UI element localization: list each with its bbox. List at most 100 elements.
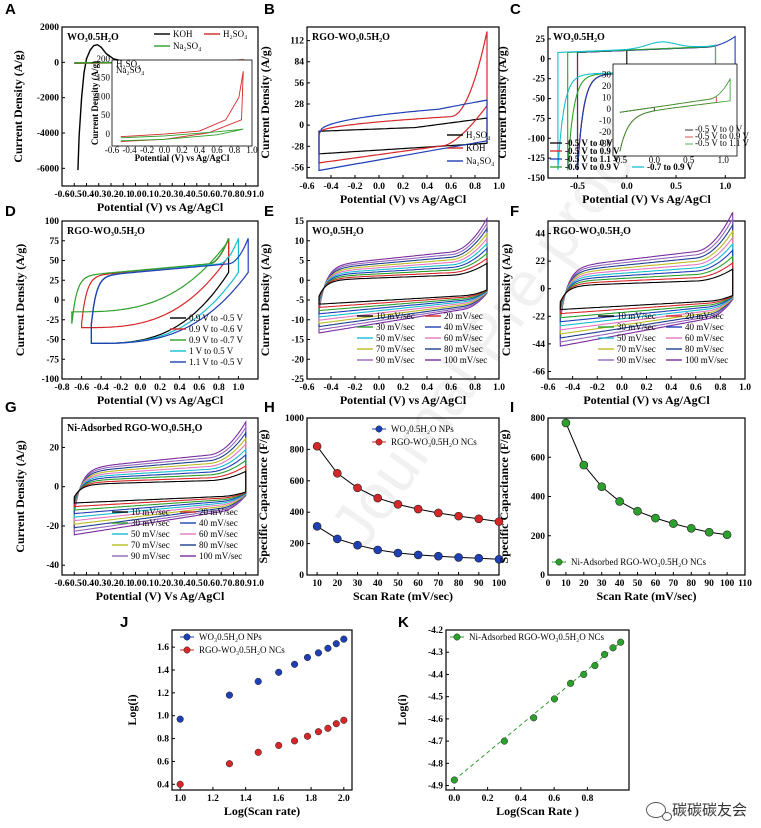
data-point bbox=[312, 522, 322, 531]
series-ni-rgo-wo3 bbox=[561, 418, 732, 540]
data-point bbox=[450, 776, 458, 784]
x-tick-label: 0.0 bbox=[373, 383, 385, 393]
legend: 10 mV/sec 20 mV/sec 30 mV/sec 40 mV/sec 50 m… bbox=[357, 311, 487, 365]
y-tick-label: 50 bbox=[50, 257, 60, 267]
data-point bbox=[561, 418, 571, 428]
data-point bbox=[393, 548, 403, 558]
legend-label: 10 mV/sec bbox=[617, 311, 656, 321]
series-wo3 bbox=[312, 522, 504, 564]
legend-label: -0.5 V to 0.9 V bbox=[565, 146, 620, 156]
legend-label: 50 mV/sec bbox=[131, 529, 170, 539]
x-tick-label: 80 bbox=[454, 579, 464, 589]
y-axis-label: Current Density (A/g) bbox=[499, 244, 513, 356]
series-group bbox=[73, 419, 247, 536]
x-axis-label: Potential (V) Vs Ag/AgCl bbox=[96, 589, 225, 603]
legend-label: Na₂SO₄ bbox=[466, 156, 494, 166]
data-point bbox=[669, 519, 678, 528]
y-tick-label: -50 bbox=[532, 95, 545, 105]
x-tick-label: 30 bbox=[353, 579, 363, 589]
legend-label: 50 mV/sec bbox=[376, 333, 415, 343]
data-point bbox=[434, 551, 443, 561]
x-tick-label: -0.6 bbox=[54, 190, 69, 200]
y-tick-label: -4.9 bbox=[428, 782, 443, 792]
y-tick-label: -150 bbox=[528, 174, 546, 184]
data-point bbox=[434, 508, 443, 518]
x-tick-label: 0.0 bbox=[130, 190, 142, 200]
x-tick-label: 0.3 bbox=[166, 190, 178, 200]
x-tick-label: 20 bbox=[333, 579, 343, 589]
legend-label: KOH bbox=[173, 29, 193, 39]
y-tick-label: 0 bbox=[540, 571, 545, 581]
data-point bbox=[494, 554, 504, 564]
x-axis-label: Potential (V) Vs Ag/AgCl bbox=[582, 192, 711, 206]
inset-y-tick-label: 50 bbox=[101, 110, 111, 120]
axes-frame bbox=[547, 26, 746, 179]
x-tick-label: 0.3 bbox=[166, 579, 178, 589]
panel-b: -0.6 -0.4 -0.2 0.0 0.2 0.4 0.6 0.8 1.0 -56 -28 0 28 5… bbox=[258, 1, 505, 206]
inset-y-tick-label: 20 bbox=[602, 81, 612, 91]
data-point bbox=[225, 691, 233, 699]
watermark-text: 碳碳碳友会 bbox=[671, 801, 747, 819]
x-tick-label: -0.6 bbox=[540, 383, 555, 393]
panel-i: 0 10 20 30 40 50 60 70 80 90 100 110 0 200 400 600 800 Sc… bbox=[497, 399, 752, 603]
panel-title: WO₃0.5H₂O bbox=[312, 226, 364, 237]
inset-series-na2so4 bbox=[120, 128, 244, 142]
panel-letter: D bbox=[5, 203, 16, 220]
series-rgo-wo3 bbox=[176, 716, 348, 788]
y-tick-label: -15 bbox=[291, 336, 304, 346]
x-tick-label: 0.0 bbox=[130, 579, 142, 589]
data-point bbox=[324, 724, 332, 732]
data-point bbox=[686, 523, 696, 533]
series-line bbox=[316, 525, 500, 560]
data-point bbox=[615, 497, 624, 506]
legend-marker bbox=[555, 558, 563, 566]
data-point bbox=[651, 513, 660, 523]
y-tick-label: 1.0 bbox=[157, 712, 169, 722]
y-tick-label: 44 bbox=[536, 230, 546, 240]
y-axis-label: Current Density (A/g) bbox=[495, 46, 509, 158]
y-tick-label: 56 bbox=[295, 79, 305, 89]
data-point bbox=[291, 737, 299, 745]
y-tick-label: 0 bbox=[299, 276, 304, 286]
inset-x-tick-label: 0.5 bbox=[683, 155, 695, 165]
y-tick-label: 25 bbox=[536, 35, 546, 45]
data-point bbox=[333, 468, 342, 478]
x-tick-label: 0.6 bbox=[445, 383, 457, 393]
y-axis-label: Specific Capacitance (F/g) bbox=[497, 430, 511, 564]
x-tick-label: 30 bbox=[597, 579, 607, 589]
wechat-icon bbox=[645, 801, 672, 821]
y-tick-label: -125 bbox=[528, 154, 546, 164]
panel-g: -0.6-0.5-0.4-0.3-0.2-0.10.0 0.1 0.2 0.3 0.4 0… bbox=[5, 399, 264, 603]
x-axis-label: Scan Rate (mV/sec) bbox=[597, 589, 697, 603]
data-point bbox=[579, 460, 589, 470]
series-line bbox=[565, 422, 728, 536]
legend: 10 mV/sec 20 mV/sec 30 mV/sec 40 mV/sec 50 m… bbox=[598, 311, 728, 365]
legend-label: -0.7 to 0.9 V bbox=[647, 162, 694, 172]
x-tick-label: 90 bbox=[704, 579, 714, 589]
inset-y-tick-label: -20 bbox=[599, 127, 611, 137]
x-tick-label: 1.0 bbox=[493, 182, 505, 192]
x-tick-label: 0.7 bbox=[215, 579, 227, 589]
series-line bbox=[316, 446, 500, 523]
y-tick-label: -4.2 bbox=[428, 626, 443, 636]
x-axis-label: Log(Scan Rate ) bbox=[496, 804, 579, 818]
panel-f: -0.6 -0.4 -0.2 0.0 0.2 0.4 0.6 0.8 1.0 -66 -44 -22 0… bbox=[499, 203, 751, 407]
legend-label: 20 mV/sec bbox=[685, 311, 724, 321]
inset-y-tick-label: 200 bbox=[97, 54, 111, 64]
inset-frame bbox=[111, 59, 253, 147]
x-tick-label: 0.4 bbox=[179, 579, 191, 589]
data-point bbox=[333, 534, 342, 544]
x-axis-label: Potential (V) vs Ag/AgCl bbox=[340, 393, 467, 407]
legend-label: RGO-WO₃0.5H₂O NCs bbox=[199, 645, 285, 655]
series-ni-rgo-wo3 bbox=[450, 638, 625, 784]
x-tick-label: -0.3 bbox=[91, 579, 106, 589]
inset-y-tick-label: 100 bbox=[97, 91, 111, 101]
x-tick-label: 0.5 bbox=[191, 579, 203, 589]
legend-label: Ni-Adsorbed RGO-WO₃0.5H₂O NCs bbox=[469, 632, 605, 642]
panel-k: 0.0 0.2 0.4 0.6 0.8 -4.9 -4.8 -4.7 -4.6 -4.5 -4.4 -… bbox=[395, 614, 630, 818]
x-tick-label: 1.0 bbox=[174, 794, 186, 804]
data-point bbox=[597, 482, 607, 491]
legend-label: 60 mV/sec bbox=[685, 333, 724, 343]
x-tick-label: 0.4 bbox=[174, 383, 186, 393]
data-point bbox=[617, 638, 625, 646]
